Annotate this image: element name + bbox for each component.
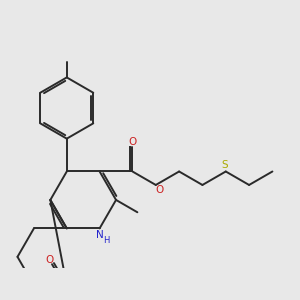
- Text: O: O: [128, 137, 136, 147]
- Text: H: H: [103, 236, 110, 245]
- Text: N: N: [96, 230, 104, 240]
- Text: O: O: [45, 255, 53, 265]
- Text: S: S: [221, 160, 228, 170]
- Text: O: O: [155, 185, 164, 195]
